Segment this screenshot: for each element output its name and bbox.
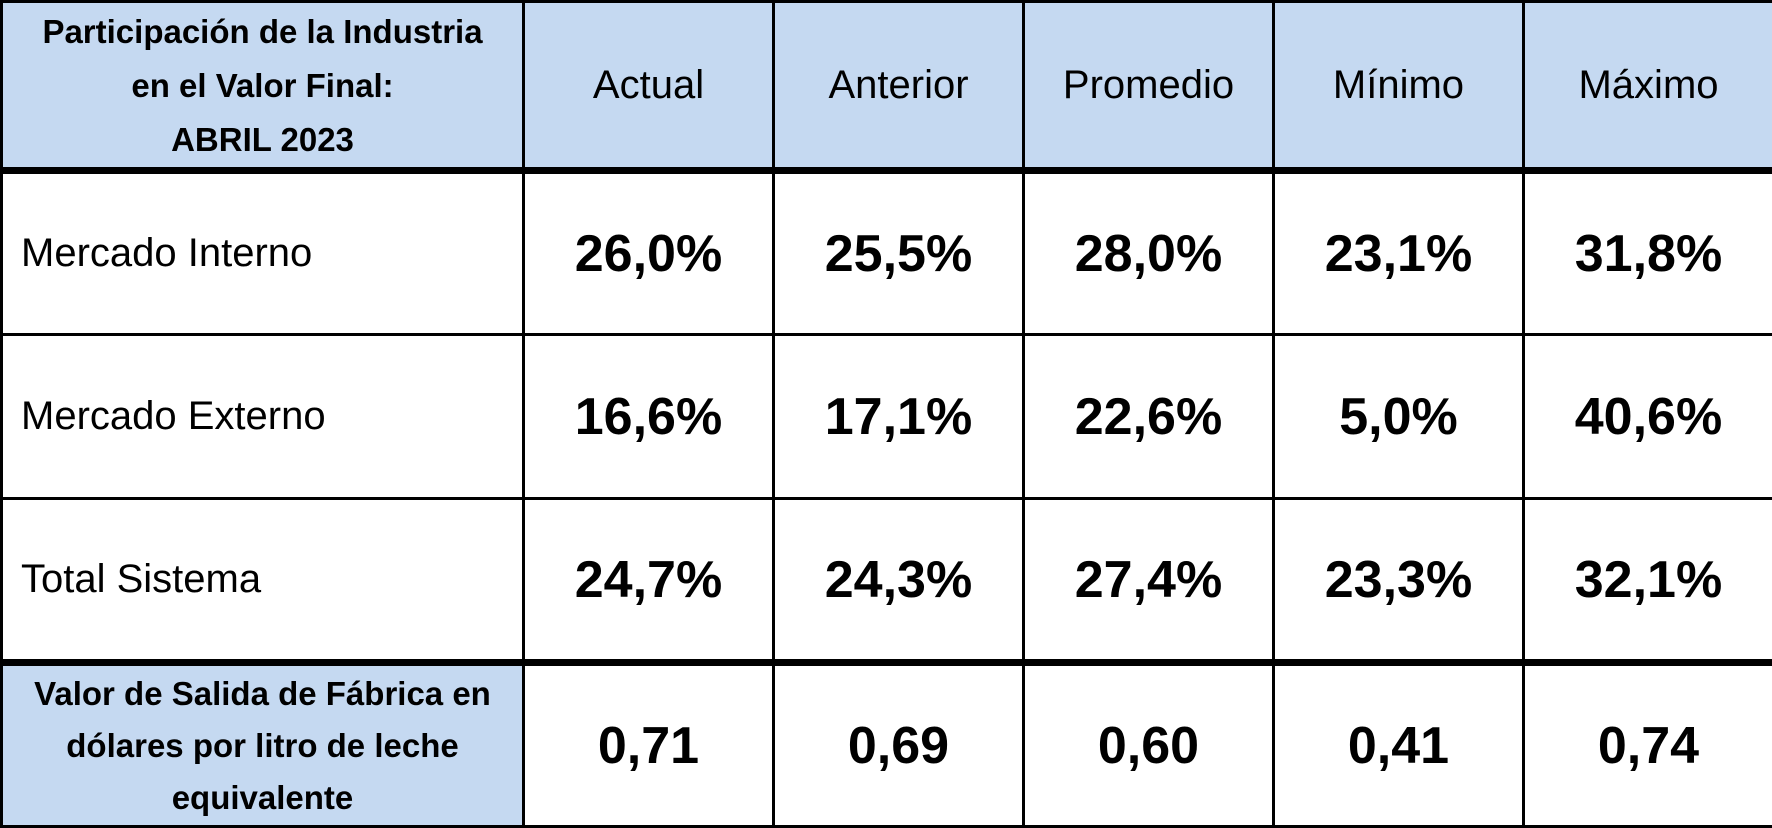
value-cell: 32,1% (1522, 497, 1772, 664)
footer-row-label: Valor de Salida de Fábrica en dólares po… (0, 661, 525, 828)
table-title-line: Participación de la Industria (42, 13, 483, 50)
value-cell: 0,60 (1022, 661, 1275, 828)
header-row: Participación de la Industria en el Valo… (0, 0, 1772, 172)
footer-label-line: Valor de Salida de Fábrica en (34, 674, 491, 712)
value-cell: 25,5% (772, 169, 1025, 336)
value-cell: 17,1% (772, 333, 1025, 500)
row-label: Total Sistema (0, 497, 525, 664)
row-label: Mercado Interno (0, 169, 525, 336)
value-cell: 5,0% (1272, 333, 1525, 500)
value-cell: 0,74 (1522, 661, 1772, 828)
table-row: Mercado Interno 26,0% 25,5% 28,0% 23,1% … (0, 169, 1772, 336)
value-cell: 16,6% (522, 333, 775, 500)
column-header-maximo: Máximo (1522, 0, 1772, 172)
row-label: Mercado Externo (0, 333, 525, 500)
table-row: Total Sistema 24,7% 24,3% 27,4% 23,3% 32… (0, 497, 1772, 664)
column-header-minimo: Mínimo (1272, 0, 1525, 172)
value-cell: 28,0% (1022, 169, 1275, 336)
value-cell: 0,41 (1272, 661, 1525, 828)
value-cell: 0,71 (522, 661, 775, 828)
value-cell: 23,3% (1272, 497, 1525, 664)
footer-label-line: dólares por litro de leche (66, 726, 459, 764)
table-title-line: ABRIL 2023 (171, 121, 354, 158)
value-cell: 23,1% (1272, 169, 1525, 336)
table-row: Mercado Externo 16,6% 17,1% 22,6% 5,0% 4… (0, 333, 1772, 500)
factory-value-row: Valor de Salida de Fábrica en dólares po… (0, 661, 1772, 828)
column-header-anterior: Anterior (772, 0, 1025, 172)
column-header-actual: Actual (522, 0, 775, 172)
value-cell: 31,8% (1522, 169, 1772, 336)
value-cell: 24,3% (772, 497, 1025, 664)
value-cell: 22,6% (1022, 333, 1275, 500)
value-cell: 40,6% (1522, 333, 1772, 500)
value-cell: 26,0% (522, 169, 775, 336)
footer-label-line: equivalente (171, 778, 354, 816)
column-header-promedio: Promedio (1022, 0, 1275, 172)
table-title: Participación de la Industria en el Valo… (0, 0, 525, 172)
value-cell: 0,69 (772, 661, 1025, 828)
value-cell: 27,4% (1022, 497, 1275, 664)
table-title-line: en el Valor Final: (131, 67, 394, 104)
value-cell: 24,7% (522, 497, 775, 664)
